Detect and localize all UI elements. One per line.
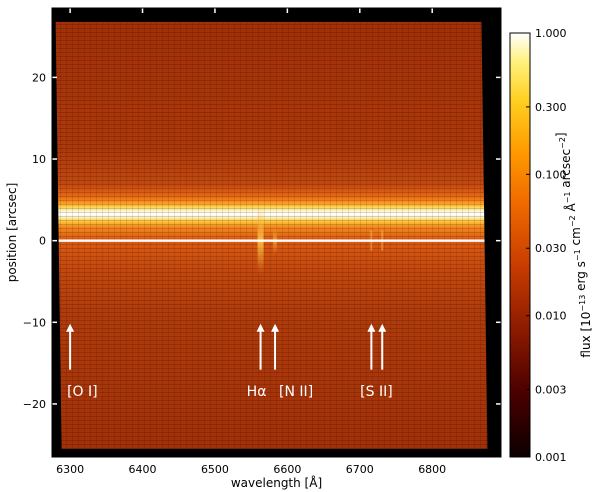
x-tick-label: 6800	[418, 463, 446, 476]
colorbar-tick-label: 0.010	[535, 310, 567, 323]
x-tick-label: 6300	[56, 463, 84, 476]
column-stripes	[55, 21, 488, 449]
x-tick-label: 6500	[201, 463, 229, 476]
line-arrow-head	[378, 323, 387, 332]
emission-line-markers: [O I] Hα [N II] [S II]	[66, 323, 393, 400]
emission-line-label: [N II]	[279, 384, 313, 400]
y-axis: 20 10 0 −10 −20	[23, 71, 501, 411]
colorbar-tick-label: 0.100	[535, 168, 567, 181]
colorbar-tick-label: 0.300	[535, 101, 567, 114]
x-axis-label: wavelength [Å]	[231, 475, 322, 490]
line-arrow-head	[256, 323, 265, 332]
colorbar-frame	[509, 32, 531, 458]
colorbar-label: flux [10−13 erg s−1 cm−2 Å−1 arcsec−2]	[554, 132, 593, 357]
x-tick-label: 6400	[129, 463, 157, 476]
y-tick-label: 0	[39, 235, 46, 248]
colorbar-tick-label: 0.030	[535, 242, 567, 255]
spectrum-image	[55, 21, 488, 449]
x-tick-label: 6600	[273, 463, 301, 476]
y-axis-label: position [arcsec]	[5, 183, 19, 283]
colorbar-tick-label: 0.003	[535, 384, 567, 397]
y-tick-label: 20	[32, 71, 46, 84]
continuum-peak	[58, 239, 485, 242]
x-axis: 6300 6400 6500 6600 6700 6800	[56, 8, 446, 476]
colorbar-tick-label: 1.000	[535, 27, 567, 40]
emission-line-label: [O I]	[67, 384, 98, 400]
emission-line-label: Hα	[247, 384, 267, 400]
colorbar-tick-label: 0.001	[535, 451, 567, 464]
colorbar: 1.000 0.300 0.100 0.030 0.010 0.003 0.001	[509, 27, 567, 464]
y-tick-label: −10	[23, 316, 46, 329]
emission-line-label: [S II]	[360, 384, 393, 400]
line-arrow-head	[66, 323, 75, 332]
line-arrow-head	[271, 323, 280, 332]
colorbar-gradient	[510, 33, 530, 457]
x-tick-label: 6700	[346, 463, 374, 476]
line-arrow-head	[367, 323, 376, 332]
plot-frame	[51, 7, 502, 458]
y-tick-label: 10	[32, 153, 46, 166]
y-tick-label: −20	[23, 398, 46, 411]
